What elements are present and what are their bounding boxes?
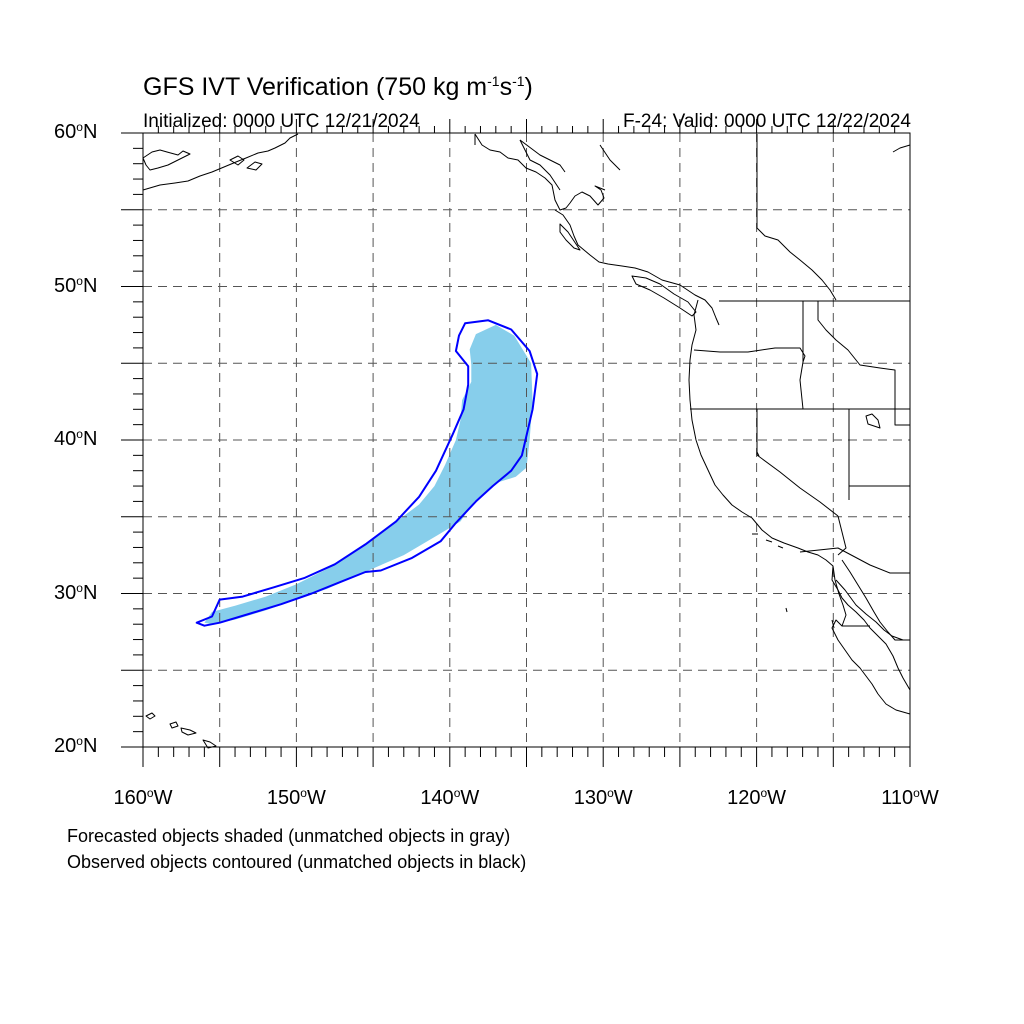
title-text: GFS IVT Verification (750 kg m xyxy=(143,73,488,101)
island-maui-molokai xyxy=(180,727,197,736)
lat-label: 20oN xyxy=(54,734,98,757)
lat-label: 30oN xyxy=(54,580,98,604)
caption-forecast: Forecasted objects shaded (unmatched obj… xyxy=(67,826,511,846)
initialized-label: Initialized: 0000 UTC 12/21/2024 xyxy=(143,111,420,132)
island-hawaii xyxy=(202,739,217,749)
canada-interior-lakes xyxy=(519,139,621,173)
lon-label: 140oW xyxy=(420,786,480,809)
title-text-suffix: ) xyxy=(524,73,533,101)
title-text-mid: s xyxy=(499,73,513,101)
coastline-alaska xyxy=(142,149,191,171)
coastline-us-west xyxy=(688,299,911,691)
island-kauai xyxy=(145,712,156,720)
lat-label: 40oN xyxy=(54,427,98,450)
lon-label: 120oW xyxy=(727,786,787,809)
border-bc-alberta xyxy=(756,134,837,301)
lake-great-salt xyxy=(865,413,881,429)
map-title: GFS IVT Verification (750 kg m-1s-1) xyxy=(143,73,533,101)
coastline-mexico-mainland xyxy=(877,693,911,715)
caption-observed: Observed objects contoured (unmatched ob… xyxy=(67,852,527,872)
border-washington-oregon xyxy=(693,347,806,363)
island-cedros xyxy=(831,619,835,629)
coastline-hudson-edge xyxy=(892,144,911,153)
island-kodiak xyxy=(229,155,263,171)
lon-label: 130oW xyxy=(573,786,633,809)
coastline-bc xyxy=(554,209,720,326)
lat-label: 60oN xyxy=(54,120,98,143)
border-us-mexico xyxy=(799,547,910,574)
lon-label: 150oW xyxy=(266,786,326,809)
border-ca-nevada xyxy=(756,409,839,517)
border-alaska-canada xyxy=(474,134,561,191)
lon-label: 110oW xyxy=(881,786,939,809)
border-az-ca xyxy=(837,515,847,556)
lat-label: 50oN xyxy=(54,273,98,297)
lon-label: 160oW xyxy=(113,786,173,809)
border-idaho-montana xyxy=(817,301,910,426)
title-exponent-1: -1 xyxy=(487,73,500,89)
island-guadalupe xyxy=(785,607,788,613)
coastline-gulf-of-california xyxy=(841,559,910,641)
observed-object-layer xyxy=(195,319,539,627)
coastline-baja xyxy=(831,565,879,695)
border-mexico-states xyxy=(835,579,904,641)
coastline-alaska-south xyxy=(142,133,299,191)
observed-object-contour xyxy=(195,319,539,627)
island-channel xyxy=(752,533,784,549)
coastlines xyxy=(142,133,911,749)
island-vancouver xyxy=(631,275,697,317)
island-haida-gwaii xyxy=(559,223,581,251)
title-exponent-2: -1 xyxy=(512,73,525,89)
forecast-object xyxy=(204,324,533,625)
border-idaho xyxy=(799,301,804,410)
coastline-gulf-of-alaska xyxy=(474,133,606,211)
island-oahu xyxy=(169,721,179,729)
lake-tahoe xyxy=(756,451,760,457)
axis-ticks xyxy=(121,119,911,767)
forecast-object-layer xyxy=(204,324,533,625)
